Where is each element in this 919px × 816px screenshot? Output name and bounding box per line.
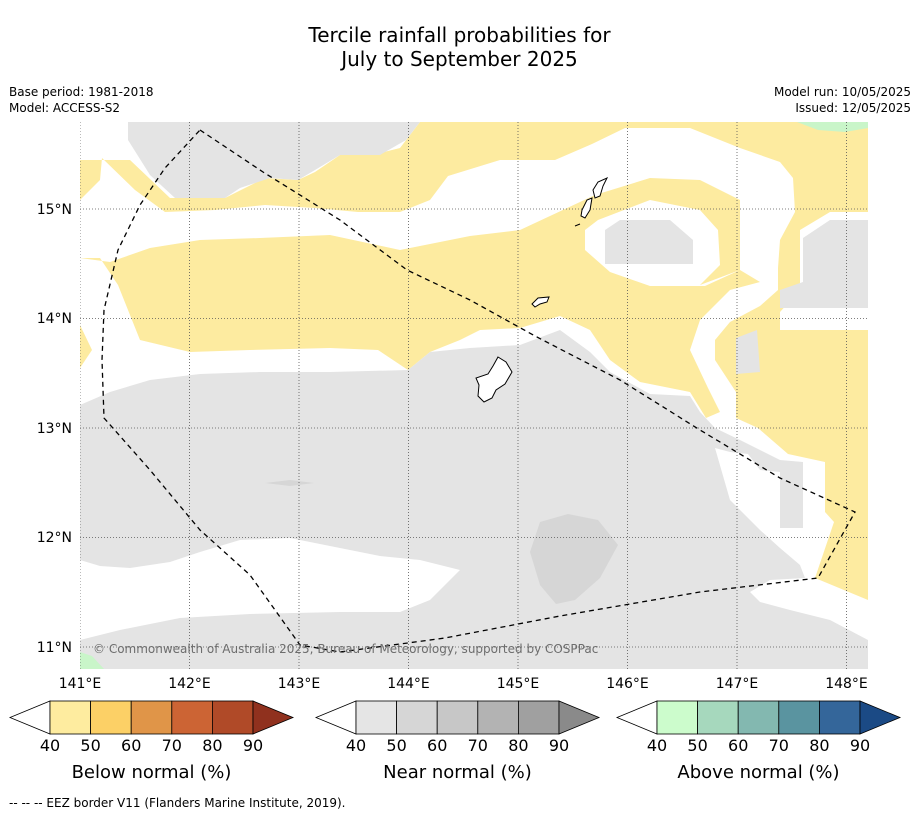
colorbar-near-cell [477, 700, 519, 735]
lat-tick-15n: 15°N [37, 202, 72, 218]
colorbar-near-tick: 60 [427, 736, 447, 755]
copyright-text: © Commonwealth of Australia 2025, Bureau… [93, 642, 598, 656]
colorbar-above-tick: 60 [728, 736, 748, 755]
colorbar-below-high-extend [252, 700, 295, 735]
lat-tick-11n: 11°N [37, 640, 72, 656]
colorbar-near-cell [396, 700, 438, 735]
colorbar-above-tick: 40 [647, 736, 667, 755]
colorbar-near-tick: 90 [549, 736, 569, 755]
guam-island [475, 356, 513, 403]
lon-tick-145e: 145°E [497, 676, 540, 692]
base-period-text: Base period: 1981-2018 [9, 85, 154, 99]
lat-tick-12n: 12°N [37, 530, 72, 546]
colorbar-below-tick: 50 [80, 736, 100, 755]
colorbar-above-tick: 90 [850, 736, 870, 755]
colorbar-near-cell [355, 700, 397, 735]
colorbar-below-cell [49, 700, 91, 735]
lon-tick-142e: 142°E [168, 676, 211, 692]
model-run-text: Model run: 10/05/2025 [773, 85, 911, 99]
colorbar-near-tick: 70 [468, 736, 488, 755]
near-normal-60-sliver [265, 480, 314, 486]
colorbar-below-cell [90, 700, 132, 735]
colorbar-near-cell [518, 700, 560, 735]
colorbar-above-high-extend [859, 700, 902, 735]
near-normal-region-east [780, 220, 868, 308]
colorbar-above-low-extend [615, 700, 658, 735]
colorbar-below-title: Below normal (%) [72, 762, 232, 783]
near-normal-region-south [80, 330, 868, 669]
colorbar-above-cell [737, 700, 780, 735]
colorbar-below-cell [130, 700, 173, 735]
colorbar-below-tick: 40 [40, 736, 60, 755]
colorbar-below-tick: 60 [121, 736, 141, 755]
colorbar-above-title: Above normal (%) [677, 762, 839, 783]
lat-tick-13n: 13°N [37, 421, 72, 437]
saipan-island [592, 176, 609, 199]
colorbar-above-cell [656, 700, 698, 735]
chart-title-line-1: Tercile rainfall probabilities for [308, 23, 611, 47]
colorbar-below-cell [211, 700, 254, 735]
near-normal-region-east-small [736, 330, 760, 374]
lon-tick-148e: 148°E [825, 676, 868, 692]
colorbar-near: 40 50 60 70 80 90 Near normal (%) [314, 700, 601, 783]
near-normal-60-patch [530, 514, 618, 604]
near-normal-region-north [128, 122, 420, 198]
colorbar-above-cell [778, 700, 820, 735]
map-panel [80, 122, 868, 669]
lon-tick-146e: 146°E [606, 676, 649, 692]
colorbar-below-tick: 70 [162, 736, 182, 755]
colorbar-near-title: Near normal (%) [383, 762, 532, 783]
lat-tick-14n: 14°N [37, 311, 72, 327]
model-text: Model: ACCESS-S2 [9, 101, 121, 115]
tinian-island [580, 197, 593, 219]
colorbar-near-low-extend [314, 700, 357, 735]
above-normal-region-ne [797, 122, 868, 132]
colorbars: 40 50 60 70 80 90 Below normal (%) 40 50 60 70 80 90… [8, 700, 902, 783]
lon-tick-143e: 143°E [278, 676, 321, 692]
longitude-labels: 141°E 142°E 143°E 144°E 145°E 146°E 147°… [59, 676, 868, 692]
colorbar-below-tick: 80 [202, 736, 222, 755]
issued-text: Issued: 12/05/2025 [795, 101, 911, 115]
below-normal-region [80, 122, 868, 600]
above-normal-region-sw [80, 652, 104, 669]
chart-title-line-2: July to September 2025 [341, 47, 578, 71]
colorbar-below: 40 50 60 70 80 90 Below normal (%) [8, 700, 295, 783]
rota-island [531, 296, 550, 308]
coastlines [475, 176, 609, 403]
colorbar-below-tick: 90 [243, 736, 263, 755]
colorbar-above-tick: 70 [769, 736, 789, 755]
colorbar-near-tick: 80 [508, 736, 528, 755]
eez-border [101, 129, 856, 653]
colorbar-near-tick: 40 [346, 736, 366, 755]
near-normal-region-east-box [605, 220, 693, 264]
colorbar-above-cell [819, 700, 861, 735]
colorbar-above: 40 50 60 70 80 90 Above normal (%) [615, 700, 902, 783]
colorbar-near-tick: 50 [386, 736, 406, 755]
aguijan-islet [574, 223, 581, 227]
below-normal-region-west [80, 325, 92, 368]
lon-tick-147e: 147°E [716, 676, 759, 692]
gridlines [80, 122, 868, 669]
eez-legend-text: -- -- -- EEZ border V11 (Flanders Marine… [9, 796, 346, 810]
colorbar-near-high-extend [558, 700, 601, 735]
colorbar-above-cell [697, 700, 739, 735]
lon-tick-141e: 141°E [59, 676, 102, 692]
colorbar-below-cell [171, 700, 213, 735]
colorbar-below-low-extend [8, 700, 51, 735]
lon-tick-144e: 144°E [387, 676, 430, 692]
colorbar-above-tick: 50 [687, 736, 707, 755]
colorbar-above-tick: 80 [809, 736, 829, 755]
latitude-labels: 15°N 14°N 13°N 12°N 11°N [37, 202, 72, 656]
colorbar-near-cell [436, 700, 479, 735]
